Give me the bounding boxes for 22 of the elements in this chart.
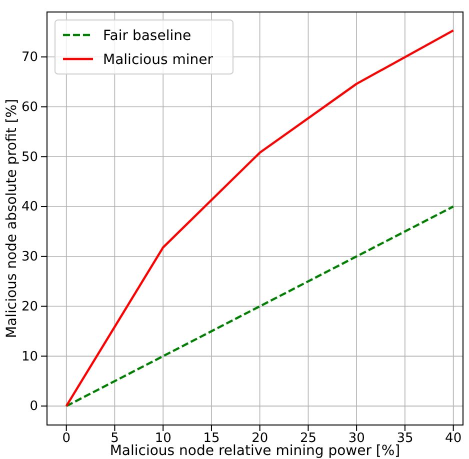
y-tick-label: 0 [30, 399, 38, 414]
legend-label: Malicious miner [103, 52, 214, 68]
y-tick-label: 60 [21, 100, 38, 115]
line-series [65, 29, 454, 408]
y-axis-title: Malicious node absolute profit [%] [4, 98, 20, 338]
line-series [65, 205, 454, 408]
y-tick-label: 20 [21, 299, 38, 314]
x-tick-label: 15 [203, 430, 220, 446]
y-tick-label: 40 [21, 200, 38, 215]
x-tick-label: 30 [348, 430, 365, 446]
legend-label: Fair baseline [103, 28, 192, 44]
x-tick-label: 40 [445, 430, 462, 446]
y-tick-label: 10 [21, 349, 38, 364]
x-tick-label: 25 [300, 430, 316, 446]
x-tick-label: 0 [62, 430, 70, 446]
y-tick-label: 50 [21, 150, 38, 165]
y-tick-label: 70 [21, 50, 38, 66]
x-tick-label: 5 [110, 430, 119, 446]
y-tick-label: 30 [21, 250, 38, 265]
x-tick-label: 20 [252, 430, 268, 446]
x-axis-title: Malicious node relative mining power [%] [110, 443, 400, 459]
x-tick-label: 10 [154, 430, 172, 446]
